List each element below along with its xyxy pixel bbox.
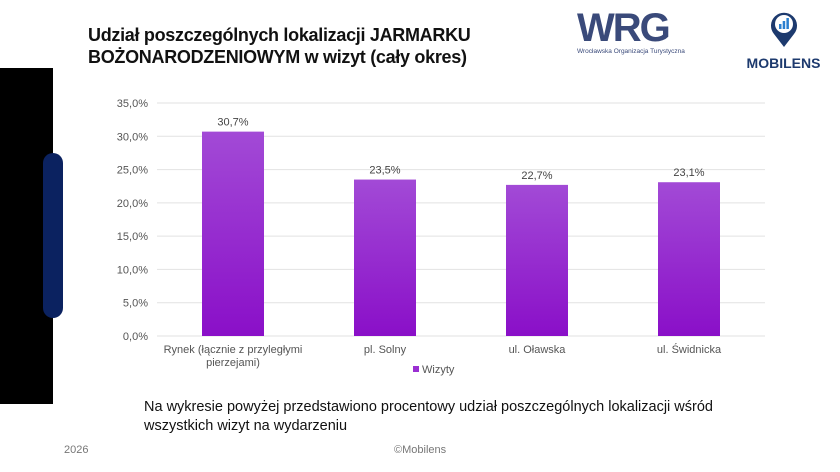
x-tick-label: pl. Solny xyxy=(364,344,407,356)
legend-swatch xyxy=(413,366,419,372)
chart-caption: Na wykresie powyżej przedstawiono procen… xyxy=(144,398,713,436)
y-tick-label: 15,0% xyxy=(117,231,148,243)
x-tick-label: pierzejami) xyxy=(206,357,260,369)
bar xyxy=(506,184,568,336)
accent-pill xyxy=(43,153,63,318)
footer-copyright: ©Mobilens xyxy=(394,444,447,456)
caption-line: wszystkich wizyt na wydarzeniu xyxy=(144,418,348,434)
data-label: 22,7% xyxy=(521,170,552,182)
x-tick-label: ul. Oławska xyxy=(509,344,567,356)
x-tick-label: Rynek (łącznie z przyległymi xyxy=(164,344,303,356)
y-tick-label: 5,0% xyxy=(123,298,148,310)
footer-year: 2026 xyxy=(64,444,89,456)
map-pin-chart-icon xyxy=(770,12,797,48)
data-label: 30,7% xyxy=(217,117,248,129)
wrg-logo-subtitle: Wrocławska Organizacja Turystyczna xyxy=(577,48,685,55)
legend-label: Wizyty xyxy=(422,364,455,376)
y-tick-label: 30,0% xyxy=(117,131,148,143)
caption-line: Na wykresie powyżej przedstawiono procen… xyxy=(144,399,713,415)
bar-chart: 0,0% 5,0% 10,0% 15,0% 20,0% 25,0% 30,0% 35,0% 30… xyxy=(117,98,765,376)
y-tick-label: 20,0% xyxy=(117,198,148,210)
page-title: Udział poszczególnych lokalizacji JARMAR… xyxy=(88,24,471,68)
bar xyxy=(658,182,720,336)
y-tick-label: 0,0% xyxy=(123,331,148,343)
bar xyxy=(202,131,264,336)
x-tick-label: ul. Świdnicka xyxy=(657,343,722,356)
y-tick-label: 10,0% xyxy=(117,264,148,276)
wrg-logo: WRG Wrocławska Organizacja Turystyczna xyxy=(577,8,707,60)
title-line: BOŻONARODZENIOWYM w wizyt (cały okres) xyxy=(88,47,467,67)
data-label: 23,1% xyxy=(673,167,704,179)
mobilens-logo-text: MOBILENS xyxy=(746,55,821,71)
y-tick-label: 35,0% xyxy=(117,98,148,110)
y-tick-label: 25,0% xyxy=(117,165,148,177)
bar xyxy=(354,179,416,336)
wrg-logo-mark: WRG xyxy=(577,6,671,50)
data-label: 23,5% xyxy=(369,165,400,177)
mobilens-logo: MOBILENS xyxy=(736,10,831,71)
title-line: Udział poszczególnych lokalizacji JARMAR… xyxy=(88,25,471,45)
